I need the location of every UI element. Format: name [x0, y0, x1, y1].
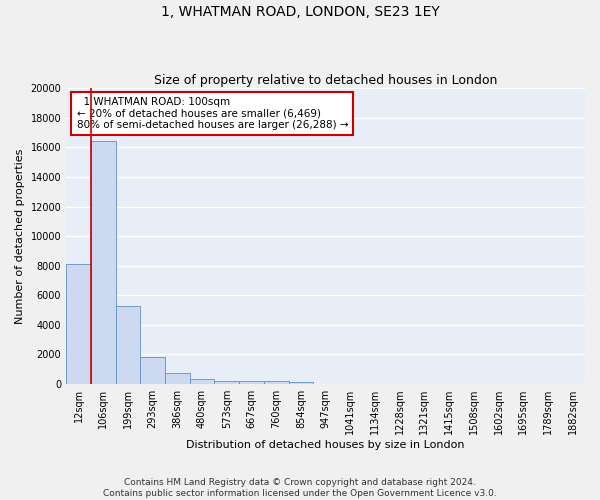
Bar	[66, 264, 91, 384]
Bar	[239, 381, 264, 384]
Bar	[264, 382, 289, 384]
Y-axis label: Number of detached properties: Number of detached properties	[15, 148, 25, 324]
Bar	[140, 356, 165, 384]
Bar	[116, 306, 140, 384]
Bar	[214, 381, 239, 384]
Text: Contains HM Land Registry data © Crown copyright and database right 2024.
Contai: Contains HM Land Registry data © Crown c…	[103, 478, 497, 498]
Text: 1, WHATMAN ROAD, LONDON, SE23 1EY: 1, WHATMAN ROAD, LONDON, SE23 1EY	[161, 5, 439, 19]
Bar	[91, 142, 116, 384]
Title: Size of property relative to detached houses in London: Size of property relative to detached ho…	[154, 74, 497, 87]
X-axis label: Distribution of detached houses by size in London: Distribution of detached houses by size …	[187, 440, 465, 450]
Bar	[289, 382, 313, 384]
Text: 1 WHATMAN ROAD: 100sqm
← 20% of detached houses are smaller (6,469)
80% of semi-: 1 WHATMAN ROAD: 100sqm ← 20% of detached…	[77, 97, 348, 130]
Bar	[165, 373, 190, 384]
Bar	[190, 379, 214, 384]
